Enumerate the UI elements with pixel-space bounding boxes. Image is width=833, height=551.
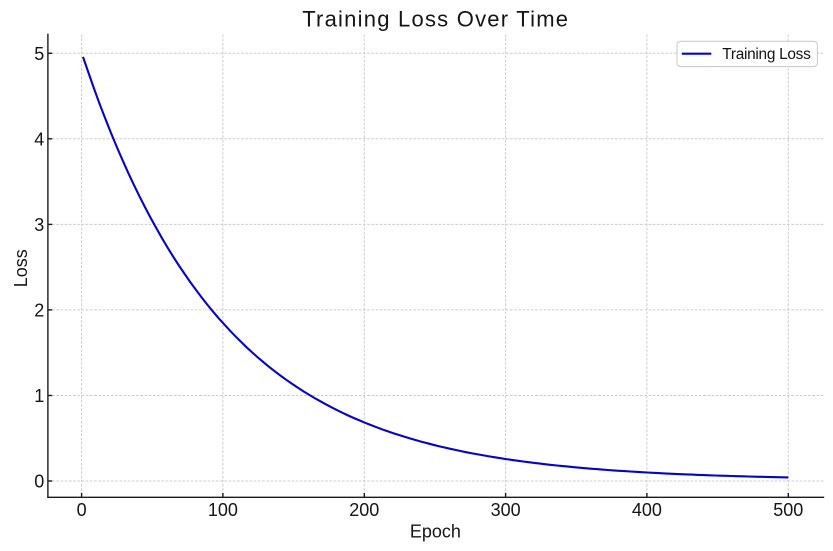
svg-text:300: 300 (491, 500, 521, 520)
svg-text:Training Loss: Training Loss (722, 46, 811, 63)
svg-text:Training Loss Over Time: Training Loss Over Time (302, 6, 568, 31)
svg-text:1: 1 (34, 386, 44, 406)
svg-text:400: 400 (632, 500, 662, 520)
svg-text:Loss: Loss (11, 249, 31, 287)
svg-text:3: 3 (34, 215, 44, 235)
svg-text:200: 200 (349, 500, 379, 520)
svg-text:0: 0 (77, 500, 87, 520)
svg-text:500: 500 (773, 500, 803, 520)
svg-text:2: 2 (34, 301, 44, 321)
svg-text:4: 4 (34, 129, 44, 149)
svg-text:Epoch: Epoch (410, 521, 461, 541)
svg-text:0: 0 (34, 472, 44, 492)
svg-text:5: 5 (34, 44, 44, 64)
svg-text:100: 100 (208, 500, 238, 520)
